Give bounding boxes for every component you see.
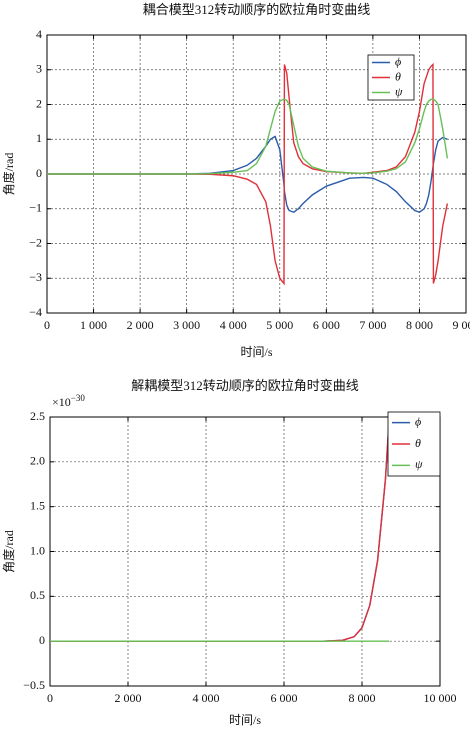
legend-label: ϕ [415,414,421,428]
y-tick-label: 3 [36,62,42,76]
y-axis-label: 角度/rad [1,153,16,196]
x-tick-label: 0 [44,318,50,332]
y-tick-label: 1.5 [30,498,45,512]
y-tick-label: 4 [36,27,42,41]
series-line [50,416,390,642]
x-tick-label: 2 000 [115,691,142,705]
series-line [47,135,448,214]
y-tick-label: 1.0 [30,543,45,557]
x-tick-label: 3 000 [173,318,200,332]
y-scale-base: ×10 [52,395,71,409]
x-tick-label: 5 000 [266,318,293,332]
series-line [47,62,449,286]
y-tick-label: −1 [29,201,42,215]
x-tick-label: 8 000 [349,691,376,705]
x-tick-label: 6 000 [313,318,340,332]
x-tick-label: 4 000 [193,691,220,705]
chart-title: 解耦模型312转动顺序的欧拉角时变曲线 [131,378,359,393]
legend-label: θ [395,69,401,83]
x-tick-label: 1 000 [80,318,107,332]
x-tick-label: 8 000 [406,318,433,332]
series-line [50,416,390,642]
x-tick-label: 0 [47,691,53,705]
y-tick-label: −4 [29,305,42,319]
y-tick-label: 2.0 [30,454,45,468]
legend-label: ψ [395,84,403,98]
legend-label: θ [415,436,421,450]
chart-title: 耦合模型312转动顺序的欧拉角时变曲线 [143,2,371,17]
y-scale-exponent: −30 [71,393,86,403]
x-axis-label: 时间/s [229,713,261,727]
legend-label: ϕ [395,54,401,68]
legend-label: ψ [415,457,423,471]
x-tick-label: 2 000 [127,318,154,332]
series-line [47,98,449,175]
y-tick-label: −3 [29,270,42,284]
y-tick-label: 1 [36,131,42,145]
y-tick-label: 0 [36,166,42,180]
y-tick-label: −2 [29,235,42,249]
x-tick-label: 6 000 [271,691,298,705]
x-tick-label: 4 000 [220,318,247,332]
y-axis-label: 角度/rad [1,530,16,573]
x-axis-label: 时间/s [240,345,272,359]
x-tick-label: 7 000 [359,318,386,332]
y-scale-label: ×10−30 [52,393,85,409]
x-tick-label: 10 000 [424,691,457,705]
y-tick-label: −0.5 [23,678,45,692]
y-tick-label: 0.5 [30,588,45,602]
plot-frame [49,416,441,687]
y-tick-label: 2.5 [30,409,45,423]
x-tick-label: 9 000 [453,318,470,332]
y-tick-label: 0 [39,633,45,647]
y-tick-label: 2 [36,96,42,110]
